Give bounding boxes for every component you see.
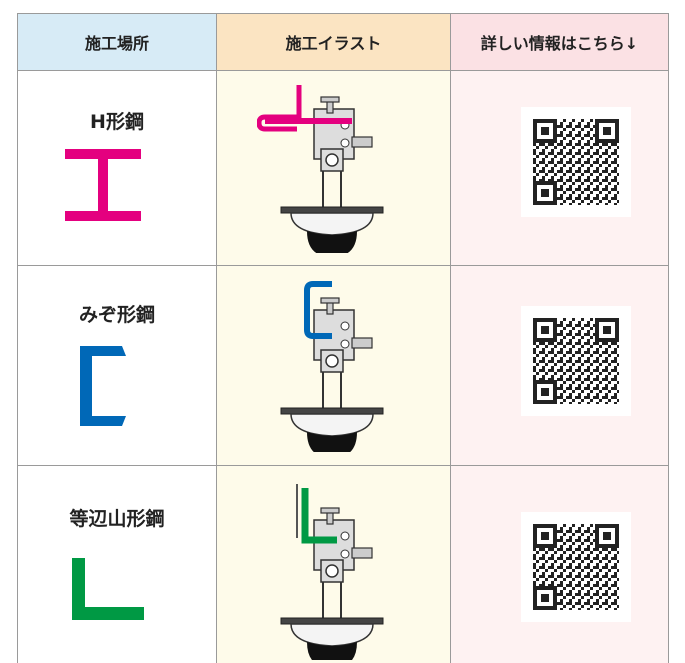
qr-cell bbox=[451, 71, 669, 266]
illustration bbox=[257, 85, 407, 253]
channel-icon bbox=[80, 346, 126, 426]
row-label: みぞ形鋼 bbox=[78, 304, 155, 326]
illustration bbox=[257, 281, 407, 452]
location-cell: H形鋼 bbox=[17, 71, 217, 266]
header-cell: 施工イラスト bbox=[217, 13, 451, 71]
illustration-cell bbox=[217, 71, 451, 266]
qr-code[interactable] bbox=[521, 107, 631, 217]
location-cell: みぞ形鋼 bbox=[17, 266, 217, 466]
header-cell: 詳しい情報はこちら↓ bbox=[451, 13, 669, 71]
qr-code[interactable] bbox=[521, 512, 631, 622]
qr-cell bbox=[451, 266, 669, 466]
illustration-cell bbox=[217, 466, 451, 663]
qr-code[interactable] bbox=[521, 306, 631, 416]
header-cell: 施工場所 bbox=[17, 13, 217, 71]
location-cell: 等辺山形鋼 bbox=[17, 466, 217, 663]
illustration-cell bbox=[217, 266, 451, 466]
h-beam-icon bbox=[65, 149, 141, 221]
illustration bbox=[257, 484, 407, 660]
row-label: 等辺山形鋼 bbox=[69, 508, 165, 530]
angle-icon bbox=[72, 558, 144, 620]
row-label: H形鋼 bbox=[90, 111, 144, 133]
qr-cell bbox=[451, 466, 669, 663]
